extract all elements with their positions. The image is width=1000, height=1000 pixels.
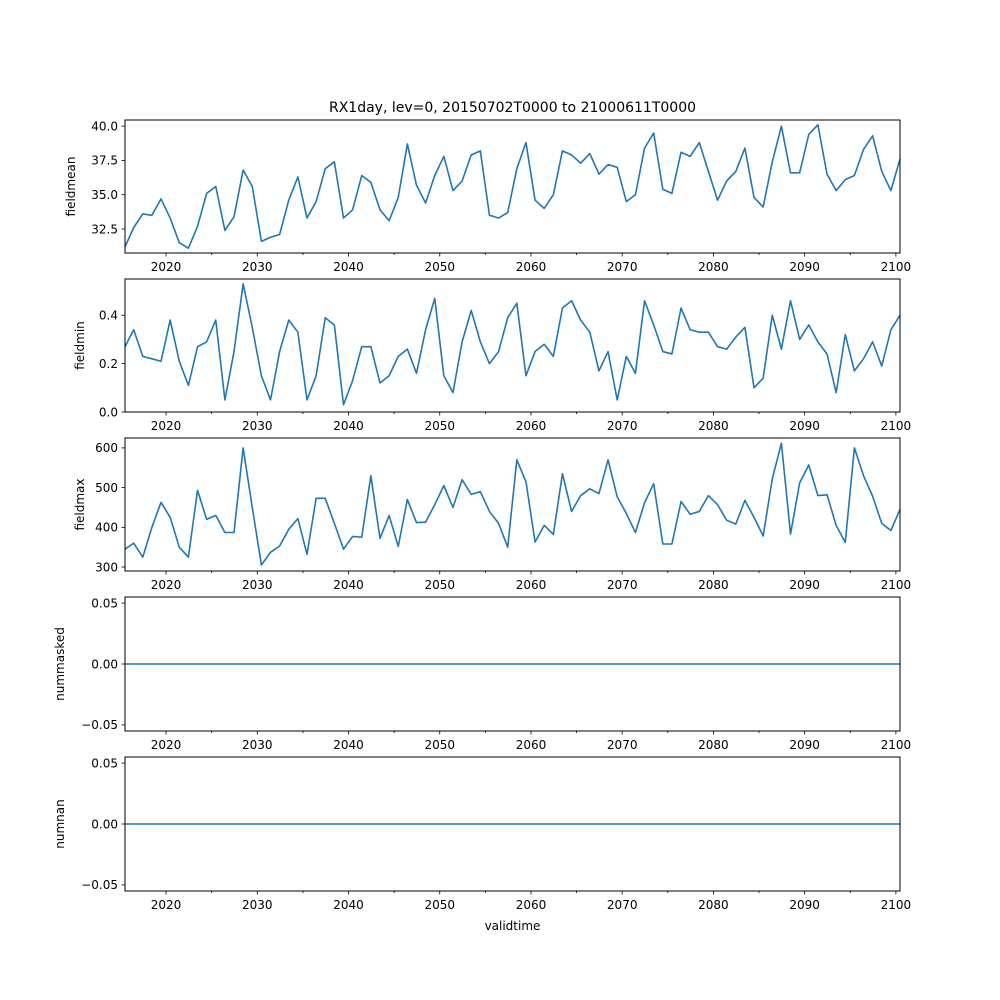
nummasked-x-tick-label: 2090 bbox=[789, 738, 820, 752]
fieldmax-x-tick-label: 2060 bbox=[516, 578, 547, 592]
fieldmean-y-axis-label: fieldmean bbox=[64, 157, 78, 217]
fieldmin-x-tick-label: 2030 bbox=[242, 419, 273, 433]
fieldmax-x-tick-label: 2080 bbox=[698, 578, 729, 592]
subplot-fieldmean: 32.5 35.0 37.5 40.0 2020 2030 2040 2050 2060 2070… bbox=[64, 119, 911, 274]
nummasked-y-tick-label: −0.05 bbox=[81, 718, 118, 732]
fieldmin-x-tick-label: 2040 bbox=[333, 419, 364, 433]
fieldmax-x-tick-label: 2030 bbox=[242, 578, 273, 592]
fieldmean-y-tick-label: 40.0 bbox=[91, 119, 118, 133]
fieldmin-line bbox=[124, 283, 901, 406]
fieldmax-y-tick-label: 300 bbox=[95, 560, 118, 574]
fieldmean-x-tick-label: 2070 bbox=[607, 260, 638, 274]
chart-title: RX1day, lev=0, 20150702T0000 to 21000611… bbox=[329, 100, 696, 116]
nummasked-x-tick-label: 2070 bbox=[607, 738, 638, 752]
fieldmax-x-tick-label: 2050 bbox=[424, 578, 455, 592]
fieldmax-x-tick-label: 2070 bbox=[607, 578, 638, 592]
nummasked-x-tick-label: 2080 bbox=[698, 738, 729, 752]
fieldmean-axes-frame bbox=[124, 119, 901, 254]
fieldmax-y-tick-label: 400 bbox=[95, 521, 118, 535]
fieldmax-x-tick-label: 2100 bbox=[881, 578, 912, 592]
nummasked-x-tick-label: 2100 bbox=[881, 738, 912, 752]
subplot-numnan: −0.05 0.00 0.05 2020 2030 2040 2050 2060 2070 208… bbox=[53, 756, 911, 912]
numnan-y-axis-label: numnan bbox=[53, 799, 67, 848]
fieldmean-x-tick-label: 2020 bbox=[151, 260, 182, 274]
subplots: 32.5 35.0 37.5 40.0 2020 2030 2040 2050 2060 2070… bbox=[53, 119, 911, 912]
fieldmax-x-tick-label: 2040 bbox=[333, 578, 364, 592]
nummasked-y-tick-label: 0.05 bbox=[91, 596, 118, 610]
numnan-x-tick-label: 2080 bbox=[698, 898, 729, 912]
nummasked-x-tick-label: 2050 bbox=[424, 738, 455, 752]
numnan-y-tick-label: 0.00 bbox=[91, 817, 118, 831]
fieldmean-x-tick-label: 2030 bbox=[242, 260, 273, 274]
fieldmean-x-tick-label: 2060 bbox=[516, 260, 547, 274]
numnan-y-tick-label: 0.05 bbox=[91, 756, 118, 770]
fieldmin-x-tick-label: 2100 bbox=[881, 419, 912, 433]
nummasked-x-tick-label: 2060 bbox=[516, 738, 547, 752]
fieldmin-axes-frame bbox=[124, 278, 901, 413]
fieldmin-x-tick-label: 2090 bbox=[789, 419, 820, 433]
subplot-fieldmin: 0.0 0.2 0.4 2020 2030 2040 2050 2060 2070 2080 209… bbox=[73, 278, 912, 433]
numnan-x-tick-label: 2090 bbox=[789, 898, 820, 912]
fieldmean-y-tick-label: 35.0 bbox=[91, 188, 118, 202]
fieldmax-y-tick-label: 600 bbox=[95, 441, 118, 455]
nummasked-y-axis-label: nummasked bbox=[53, 627, 67, 701]
fieldmax-y-tick-label: 500 bbox=[95, 481, 118, 495]
fieldmean-x-tick-label: 2040 bbox=[333, 260, 364, 274]
numnan-x-tick-label: 2050 bbox=[424, 898, 455, 912]
x-axis-label: validtime bbox=[485, 919, 541, 933]
nummasked-x-tick-label: 2020 bbox=[151, 738, 182, 752]
fieldmax-axes-frame bbox=[124, 437, 901, 572]
fieldmax-line bbox=[124, 442, 901, 566]
numnan-y-tick-label: −0.05 bbox=[81, 878, 118, 892]
fieldmin-x-tick-label: 2080 bbox=[698, 419, 729, 433]
numnan-x-tick-label: 2040 bbox=[333, 898, 364, 912]
nummasked-y-tick-label: 0.00 bbox=[91, 657, 118, 671]
numnan-x-tick-label: 2030 bbox=[242, 898, 273, 912]
fieldmean-y-tick-label: 32.5 bbox=[91, 222, 118, 236]
fieldmin-x-tick-label: 2020 bbox=[151, 419, 182, 433]
fieldmean-x-tick-label: 2080 bbox=[698, 260, 729, 274]
fieldmax-y-axis-label: fieldmax bbox=[73, 478, 87, 530]
fieldmean-x-tick-label: 2050 bbox=[424, 260, 455, 274]
fieldmean-x-tick-label: 2100 bbox=[881, 260, 912, 274]
fieldmean-y-tick-label: 37.5 bbox=[91, 154, 118, 168]
fieldmin-y-tick-label: 0.4 bbox=[99, 309, 118, 323]
fieldmean-x-tick-label: 2090 bbox=[789, 260, 820, 274]
fieldmax-x-tick-label: 2020 bbox=[151, 578, 182, 592]
numnan-x-tick-label: 2070 bbox=[607, 898, 638, 912]
nummasked-x-tick-label: 2040 bbox=[333, 738, 364, 752]
fieldmax-x-tick-label: 2090 bbox=[789, 578, 820, 592]
numnan-x-tick-label: 2020 bbox=[151, 898, 182, 912]
fieldmin-x-tick-label: 2070 bbox=[607, 419, 638, 433]
fieldmin-x-tick-label: 2050 bbox=[424, 419, 455, 433]
nummasked-x-tick-label: 2030 bbox=[242, 738, 273, 752]
numnan-x-tick-label: 2060 bbox=[516, 898, 547, 912]
fieldmin-y-axis-label: fieldmin bbox=[73, 321, 87, 370]
fieldmin-x-tick-label: 2060 bbox=[516, 419, 547, 433]
fieldmean-line bbox=[124, 124, 901, 249]
fieldmin-y-tick-label: 0.2 bbox=[99, 357, 118, 371]
fieldmin-y-tick-label: 0.0 bbox=[99, 405, 118, 419]
subplot-fieldmax: 300 400 500 600 2020 2030 2040 2050 2060 2070 2080… bbox=[73, 437, 912, 592]
subplot-nummasked: −0.05 0.00 0.05 2020 2030 2040 2050 2060 2070 208… bbox=[53, 596, 911, 752]
numnan-x-tick-label: 2100 bbox=[881, 898, 912, 912]
